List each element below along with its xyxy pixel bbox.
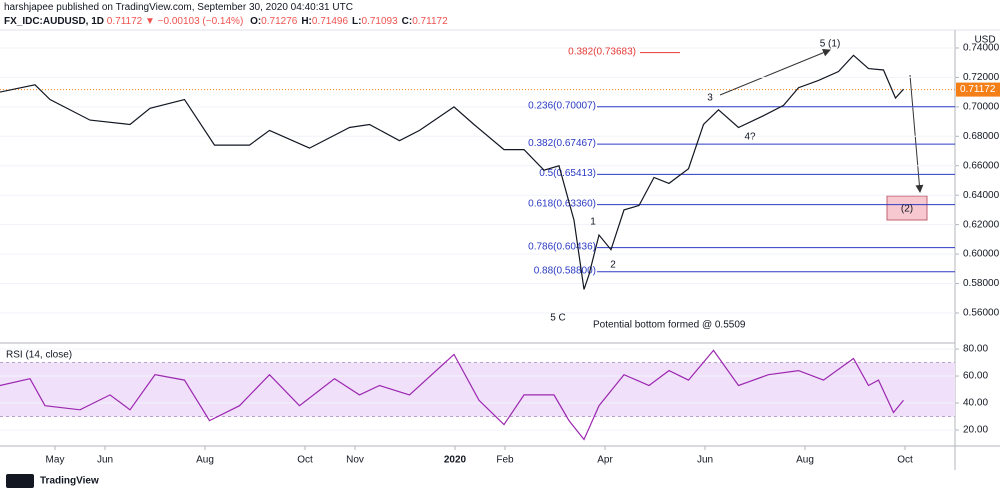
- y-tick-label: 0.72000: [963, 72, 1000, 83]
- x-tick-label: May: [46, 455, 65, 466]
- price-line: [0, 349, 904, 441]
- fib-label: 0.382(0.67467): [528, 138, 596, 149]
- ohlc-value: 0.71093: [361, 16, 398, 27]
- y-tick-label: 0.74000: [963, 43, 1000, 54]
- fib-label: 0.5(0.65413): [539, 168, 596, 179]
- x-tick-label: Oct: [897, 455, 913, 466]
- annotation: 1: [590, 217, 596, 228]
- brand: TradingView: [40, 476, 99, 487]
- y-tick-label: 0.60000: [963, 249, 1000, 260]
- fib-label: 0.382(0.73683): [568, 46, 636, 57]
- publish-line: harshjapee published on TradingView.com,…: [4, 2, 353, 13]
- last-price-box: [956, 82, 1000, 97]
- ohlc-value: 0.71276: [261, 16, 298, 27]
- price-line: [0, 54, 904, 290]
- annotation: 3: [707, 93, 713, 104]
- ohlc-label: L:: [352, 16, 362, 27]
- y-tick-label: 0.56000: [963, 308, 1000, 319]
- annotation: 5 C: [550, 313, 566, 324]
- wave-arrow: [719, 48, 831, 96]
- x-tick-label: Apr: [597, 455, 613, 466]
- x-tick-label: Jun: [697, 455, 713, 466]
- x-tick-label: Aug: [196, 455, 214, 466]
- y-tick-label: 60.00: [963, 371, 988, 382]
- symbol-line: FX_IDC:AUDUSD, 1D 0.71172 ▼ −0.00103 (−0…: [4, 16, 448, 27]
- y-tick-label: 20.00: [963, 425, 988, 436]
- ohlc-label: O:: [250, 16, 262, 27]
- x-tick-label: Aug: [796, 455, 814, 466]
- y-tick-label: 0.68000: [963, 131, 1000, 142]
- unit-label: USD: [974, 35, 995, 46]
- ohlc-value: 0.71172: [412, 16, 448, 27]
- annotation: (2): [901, 204, 913, 215]
- fib-label: 0.786(0.60436): [528, 241, 596, 252]
- rsi-title: RSI (14, close): [6, 350, 72, 361]
- last-price-label: 0.71172: [960, 84, 996, 95]
- y-tick-label: 0.62000: [963, 219, 1000, 230]
- ohlc-label: C:: [401, 16, 413, 27]
- fib-label: 0.236(0.70007): [528, 100, 596, 111]
- x-tick-label: 2020: [444, 455, 467, 466]
- y-tick-label: 80.00: [963, 344, 988, 355]
- annotation: Potential bottom formed @ 0.5509: [593, 320, 746, 331]
- y-tick-label: 0.70000: [963, 101, 1000, 112]
- x-tick-label: Oct: [297, 455, 313, 466]
- projection-arrow: [909, 74, 924, 193]
- annotation: 4?: [744, 132, 756, 143]
- y-tick-label: 40.00: [963, 398, 988, 409]
- y-tick-label: 0.58000: [963, 278, 1000, 289]
- y-tick-label: 0.64000: [963, 190, 1000, 201]
- x-tick-label: Jun: [97, 455, 113, 466]
- ohlc: O:0.71276 H:0.71496 L:0.71093 C:0.71172: [246, 16, 448, 27]
- annotation: 2: [610, 260, 616, 271]
- symbol: FX_IDC:AUDUSD, 1D: [4, 16, 105, 27]
- fib-label: 0.618(0.63360): [528, 198, 596, 209]
- x-tick-label: Feb: [496, 455, 514, 466]
- ohlc-value: 0.71496: [311, 16, 349, 27]
- annotation: 5 (1): [820, 39, 841, 50]
- quote: 0.71172 ▼ −0.00103 (−0.14%): [106, 16, 244, 27]
- fib-label: 0.88(0.58800): [534, 265, 596, 276]
- y-tick-label: 0.66000: [963, 160, 1000, 171]
- rsi-band: [0, 362, 955, 417]
- target-box: [886, 195, 928, 221]
- x-tick-label: Nov: [346, 455, 364, 466]
- brand-logo: [6, 474, 34, 488]
- ohlc-label: H:: [301, 16, 312, 27]
